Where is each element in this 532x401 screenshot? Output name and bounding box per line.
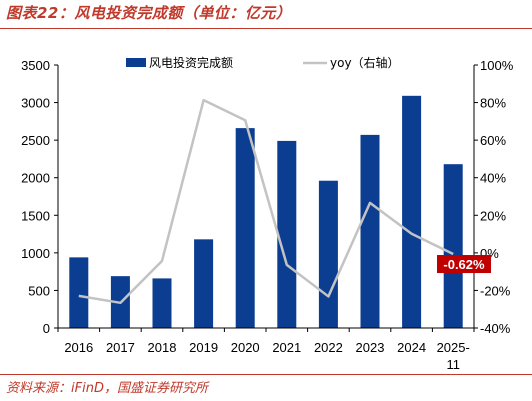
y-right-tick-label: 80% (480, 96, 506, 111)
bar-series (69, 95, 463, 329)
y-left-tick-label: 0 (43, 321, 50, 336)
x-axis-labels: 2016 2017 2018 2019 2020 2021 2022 2023 2024 2025… (57, 328, 475, 372)
x-tick-label: 2022 (314, 340, 343, 355)
y-left-tick-label: 3500 (21, 58, 50, 73)
bar (152, 278, 172, 328)
y-right-tick-label: 60% (480, 133, 506, 148)
y-left-tick-label: 500 (28, 283, 50, 298)
yoy-line (78, 98, 454, 305)
y-left-axis: 0 500 1000 1500 2000 2500 3000 3500 (21, 58, 58, 336)
bar (194, 239, 214, 328)
x-tick-label: 2016 (64, 340, 93, 355)
y-right-axis: -40%-20%0%20%40%60%80%100% (474, 58, 514, 336)
legend-bar-label: 风电投资完成额 (149, 55, 233, 70)
x-tick-label: 2018 (148, 340, 177, 355)
x-tick-label: 2020 (231, 340, 260, 355)
y-right-tick-label: -20% (480, 283, 511, 298)
bar (235, 128, 255, 328)
y-right-tick-label: 20% (480, 208, 506, 223)
y-right-tick-label: 40% (480, 171, 506, 186)
annotation-callout: -0.62% (437, 255, 491, 274)
x-tick-label: 2024 (397, 340, 426, 355)
bar (360, 134, 380, 328)
source-divider (0, 374, 532, 375)
yoy-line-series (78, 98, 454, 305)
annotation-label: -0.62% (443, 257, 485, 272)
y-left-tick-label: 2000 (21, 171, 50, 186)
y-left-tick-label: 3000 (21, 96, 50, 111)
x-tick-label: 2025-11 (437, 340, 470, 372)
bar (277, 140, 297, 328)
source-note: 资料来源：iFinD，国盛证券研究所 (6, 381, 208, 396)
y-right-tick-label: -40% (480, 321, 511, 336)
bar (69, 257, 89, 328)
y-left-tick-label: 2500 (21, 133, 50, 148)
figure-title: 图表22：风电投资完成额（单位：亿元） (6, 4, 292, 22)
x-tick-label: 2023 (356, 340, 385, 355)
bar (402, 95, 422, 329)
x-tick-label: 2021 (272, 340, 301, 355)
x-tick-label: 2017 (106, 340, 135, 355)
y-right-tick-label: 100% (480, 58, 514, 73)
x-tick-label: 2019 (189, 340, 218, 355)
y-left-tick-label: 1000 (21, 246, 50, 261)
annotation-bg (437, 255, 491, 274)
legend: 风电投资完成额 yoy（右轴） (126, 55, 400, 70)
y-left-tick-label: 1500 (21, 208, 50, 223)
legend-line-label: yoy（右轴） (330, 55, 400, 70)
legend-bar-swatch (126, 58, 146, 67)
title-divider (0, 28, 532, 29)
bar (318, 180, 338, 328)
bar (443, 164, 463, 328)
